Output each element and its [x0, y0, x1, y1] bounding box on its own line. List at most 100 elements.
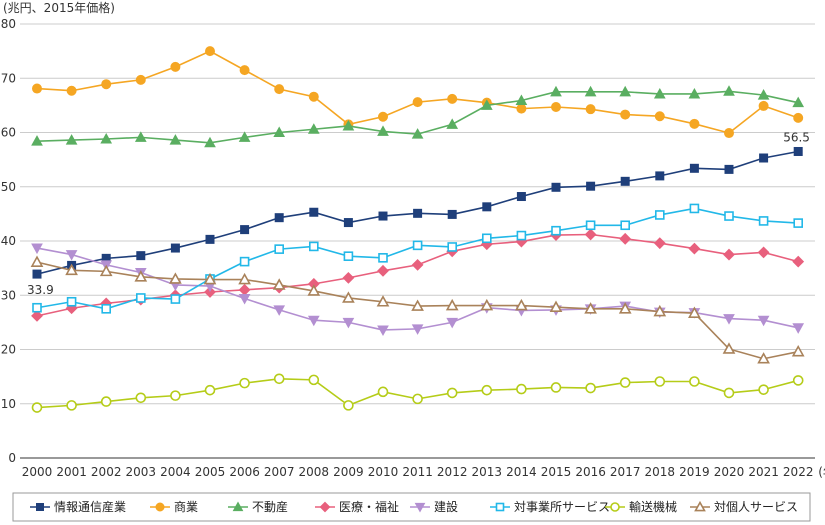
data-point: [307, 315, 320, 327]
data-point: [377, 386, 389, 398]
data-point: [480, 298, 494, 311]
data-point: [620, 109, 631, 120]
data-point: [240, 225, 250, 235]
data-point: [551, 102, 561, 113]
data-point: [238, 272, 251, 285]
data-point: [100, 132, 113, 144]
data-point: [411, 128, 424, 139]
data-point: [203, 272, 217, 285]
data-point: [551, 225, 561, 236]
data-point: [480, 99, 493, 110]
data-point: [481, 384, 493, 396]
x-tick-label: 2005: [195, 465, 226, 479]
data-point: [204, 384, 216, 396]
data-point: [724, 211, 734, 221]
x-tick-label: 2011: [402, 465, 433, 479]
x-tick-label: 2010: [368, 465, 399, 479]
data-point: [101, 79, 112, 90]
data-point: [757, 89, 770, 100]
y-tick-label: 60: [1, 126, 16, 140]
y-unit-label: (兆円、2015年価格): [3, 0, 115, 15]
data-point: [412, 97, 423, 108]
series-0: [32, 146, 803, 279]
data-point: [446, 118, 459, 129]
legend-label: 輸送機械: [629, 499, 677, 514]
data-point: [411, 258, 424, 271]
legend-item: 医療・福祉: [315, 499, 399, 514]
data-point: [722, 342, 736, 354]
data-point: [654, 376, 666, 387]
y-tick-label: 20: [1, 343, 16, 357]
legend-item: 輸送機械: [605, 499, 677, 514]
data-point: [32, 302, 42, 313]
legend-item: 対個人サービス: [690, 500, 798, 514]
x-tick-label: 2013: [472, 465, 503, 479]
legend-item: 不動産: [228, 499, 288, 514]
data-point: [515, 94, 528, 105]
data-point: [619, 232, 632, 245]
legend-item: 情報通信産業: [30, 499, 126, 514]
x-tick-label: 2003: [126, 465, 157, 479]
x-tick-label: 2020: [714, 465, 745, 479]
data-point: [99, 264, 113, 277]
data-point: [516, 103, 527, 114]
x-tick-label: 2018: [645, 465, 676, 479]
data-point: [343, 218, 353, 228]
data-point: [169, 272, 182, 284]
legend-label: 対個人サービス: [714, 500, 798, 514]
x-tick-label: 2000: [22, 465, 53, 479]
x-tick-label: 2007: [264, 465, 295, 479]
data-point: [482, 202, 492, 212]
data-point: [31, 309, 43, 322]
x-tick-label: 2004: [160, 465, 191, 479]
data-point: [620, 176, 630, 186]
data-point: [134, 131, 147, 142]
data-point: [550, 85, 562, 97]
data-point: [238, 283, 251, 296]
data-point: [447, 242, 458, 252]
legend-marker: [610, 502, 620, 512]
data-point: [793, 218, 804, 228]
data-point: [549, 300, 563, 312]
data-point: [170, 243, 180, 253]
legend-item: 対事業所サービス: [490, 500, 610, 514]
data-point: [377, 125, 389, 136]
x-tick-label: 2008: [299, 465, 330, 479]
data-point: [793, 146, 803, 156]
legend-marker: [694, 500, 706, 512]
x-tick-label: 2017: [610, 465, 641, 479]
data-point: [654, 111, 665, 122]
data-point: [447, 93, 458, 104]
data-point: [342, 291, 355, 303]
data-point: [272, 278, 286, 290]
data-point: [791, 345, 805, 357]
data-point: [66, 296, 77, 307]
legend-marker: [155, 502, 165, 512]
data-point: [342, 119, 355, 131]
data-point: [378, 111, 388, 122]
x-tick-label: 2022: [783, 465, 814, 479]
x-axis-ticks: 2000 2001 2002 2003 2004 2005 2006 2007 2008 2009…: [22, 465, 825, 479]
data-point: [308, 91, 319, 102]
data-point: [273, 373, 285, 385]
data-point: [758, 100, 769, 111]
x-tick-label: 2021: [748, 465, 779, 479]
data-point: [66, 400, 77, 411]
data-point: [170, 294, 181, 304]
data-point: [343, 251, 354, 261]
legend-label: 商業: [174, 499, 198, 514]
data-point: [689, 118, 700, 129]
data-point: [792, 375, 804, 386]
data-point: [343, 400, 354, 411]
x-tick-label: 2012: [437, 465, 468, 479]
data-point: [136, 251, 146, 261]
series-4: [31, 243, 805, 336]
data-point: [376, 295, 390, 307]
data-point: [308, 241, 319, 252]
y-tick-label: 70: [1, 71, 16, 85]
legend-marker: [319, 501, 331, 513]
data-point: [757, 352, 770, 364]
data-point: [792, 255, 805, 268]
data-point: [239, 65, 250, 76]
